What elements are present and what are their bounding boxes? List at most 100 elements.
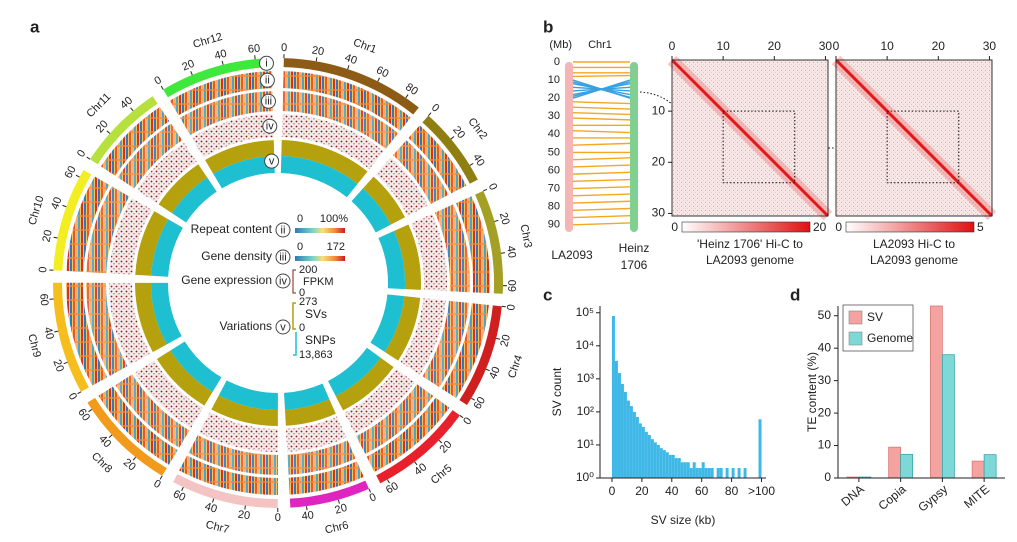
chart-title: Chr1 [588, 39, 612, 51]
histogram-bar [656, 444, 660, 478]
x-tick-label: 30 [983, 39, 997, 53]
legend-label: SV [867, 310, 883, 324]
chromosome-tick [75, 174, 80, 178]
expression-track [136, 142, 197, 203]
chromosome-tick [181, 486, 184, 491]
y-tick-label: 10⁰ [576, 470, 594, 484]
histogram-bar [662, 450, 666, 478]
legend-label: Gene expression [181, 273, 272, 287]
y-tick-label: 20 [548, 92, 560, 104]
y-tick-label: 30 [652, 206, 666, 220]
legend-min: 0 [299, 287, 305, 299]
legend-series: SVs [305, 307, 327, 321]
chromosome-tick [88, 409, 93, 413]
highlight-box [886, 110, 960, 184]
chromosome-tick-label: 0 [505, 304, 518, 311]
chromosome-tick-label: 40 [41, 326, 55, 341]
chromosome-tick-label: 20 [41, 229, 55, 243]
expression-track [109, 198, 152, 275]
x-tick-label: >100 [748, 484, 775, 498]
histogram-bar [623, 392, 627, 478]
x-tick-label: MITE [961, 482, 992, 511]
sv-track [156, 350, 213, 406]
chromosome-name: Chr9 [25, 333, 43, 359]
repeat-track [283, 71, 411, 131]
chromosome-tick-label: 40 [213, 48, 228, 63]
histogram-bar [737, 468, 741, 478]
bar [929, 305, 943, 479]
panel-label: b [543, 17, 553, 36]
highlight-box [722, 110, 796, 184]
sv-track [384, 296, 421, 361]
chromosome-name: Chr12 [192, 31, 224, 51]
legend-colorbar [295, 256, 345, 261]
legend-max: 13,863 [299, 349, 333, 361]
sv-track [135, 282, 167, 353]
synteny-link [572, 106, 631, 110]
histogram-bar [680, 462, 684, 478]
chromosome-tick-label: 60 [75, 407, 92, 424]
chromosome-tick [368, 488, 372, 493]
chromosome-tick [469, 162, 474, 166]
sv-track [211, 395, 278, 426]
histogram-bar [710, 468, 714, 478]
chromosome-name: Chr5 [429, 462, 455, 487]
sv-track [284, 399, 336, 426]
histogram-bar [617, 373, 621, 478]
x-tick-label: 20 [932, 39, 946, 53]
repeat-track [98, 386, 178, 465]
caption: LA2093 genome [706, 253, 794, 267]
sv-track [281, 140, 368, 184]
synteny-link [572, 157, 631, 161]
snp-track [378, 231, 405, 290]
chromosome-tick-label: 40 [49, 196, 64, 212]
chromosome-name: Chr6 [324, 519, 350, 536]
snp-track [328, 347, 381, 397]
y-tick-label: 0 [554, 56, 560, 68]
chromosome-tick [132, 456, 136, 461]
chromosome-tick [405, 94, 409, 99]
chromosome-name: Chr8 [89, 450, 114, 475]
histogram-bar [719, 468, 723, 478]
legend-label: Repeat content [191, 222, 273, 236]
chromosome-name: Chr2 [465, 116, 489, 142]
snp-track [171, 177, 217, 223]
snp-track [370, 294, 405, 352]
x-tick-label: 80 [725, 484, 739, 498]
panel-label: d [790, 285, 800, 304]
chromosome-tick [212, 498, 215, 503]
legend-label: Genome [867, 331, 913, 345]
x-tick-label: 0 [669, 39, 676, 53]
legend-min: 0 [297, 241, 303, 253]
genome-label: 1706 [621, 258, 648, 272]
expression-track [199, 412, 278, 452]
expression-track [344, 368, 415, 434]
chromosome-tick [160, 85, 164, 90]
chromosome-tick [77, 391, 82, 395]
ring-badge [275, 249, 291, 265]
chromosome-tick-label: 0 [152, 74, 163, 87]
chromosome-tick [438, 439, 443, 444]
repeat-track [66, 282, 108, 386]
repeat-track [100, 106, 170, 176]
synteny-link [572, 178, 631, 183]
synteny-link [572, 164, 631, 168]
sv-track [335, 357, 394, 411]
colorbar-max: 20 [813, 220, 827, 234]
histogram-bar [647, 435, 651, 478]
chromosome-tick [414, 461, 418, 466]
gene-density-track [180, 91, 273, 136]
gene-density-track [434, 204, 470, 293]
chromosome-arc [163, 58, 272, 98]
chromosome-tick-label: 40 [504, 245, 518, 259]
y-axis-label: TE content (%) [805, 352, 819, 432]
histogram-bar [653, 442, 657, 478]
chromosome-arc [53, 282, 89, 392]
legend-label: Gene density [201, 249, 272, 263]
legend-series: SNPs [305, 333, 336, 347]
legend-swatch [848, 331, 863, 346]
expression-track [109, 282, 151, 365]
chromosome-tick-label: 0 [66, 391, 79, 402]
synteny-link [572, 207, 631, 211]
